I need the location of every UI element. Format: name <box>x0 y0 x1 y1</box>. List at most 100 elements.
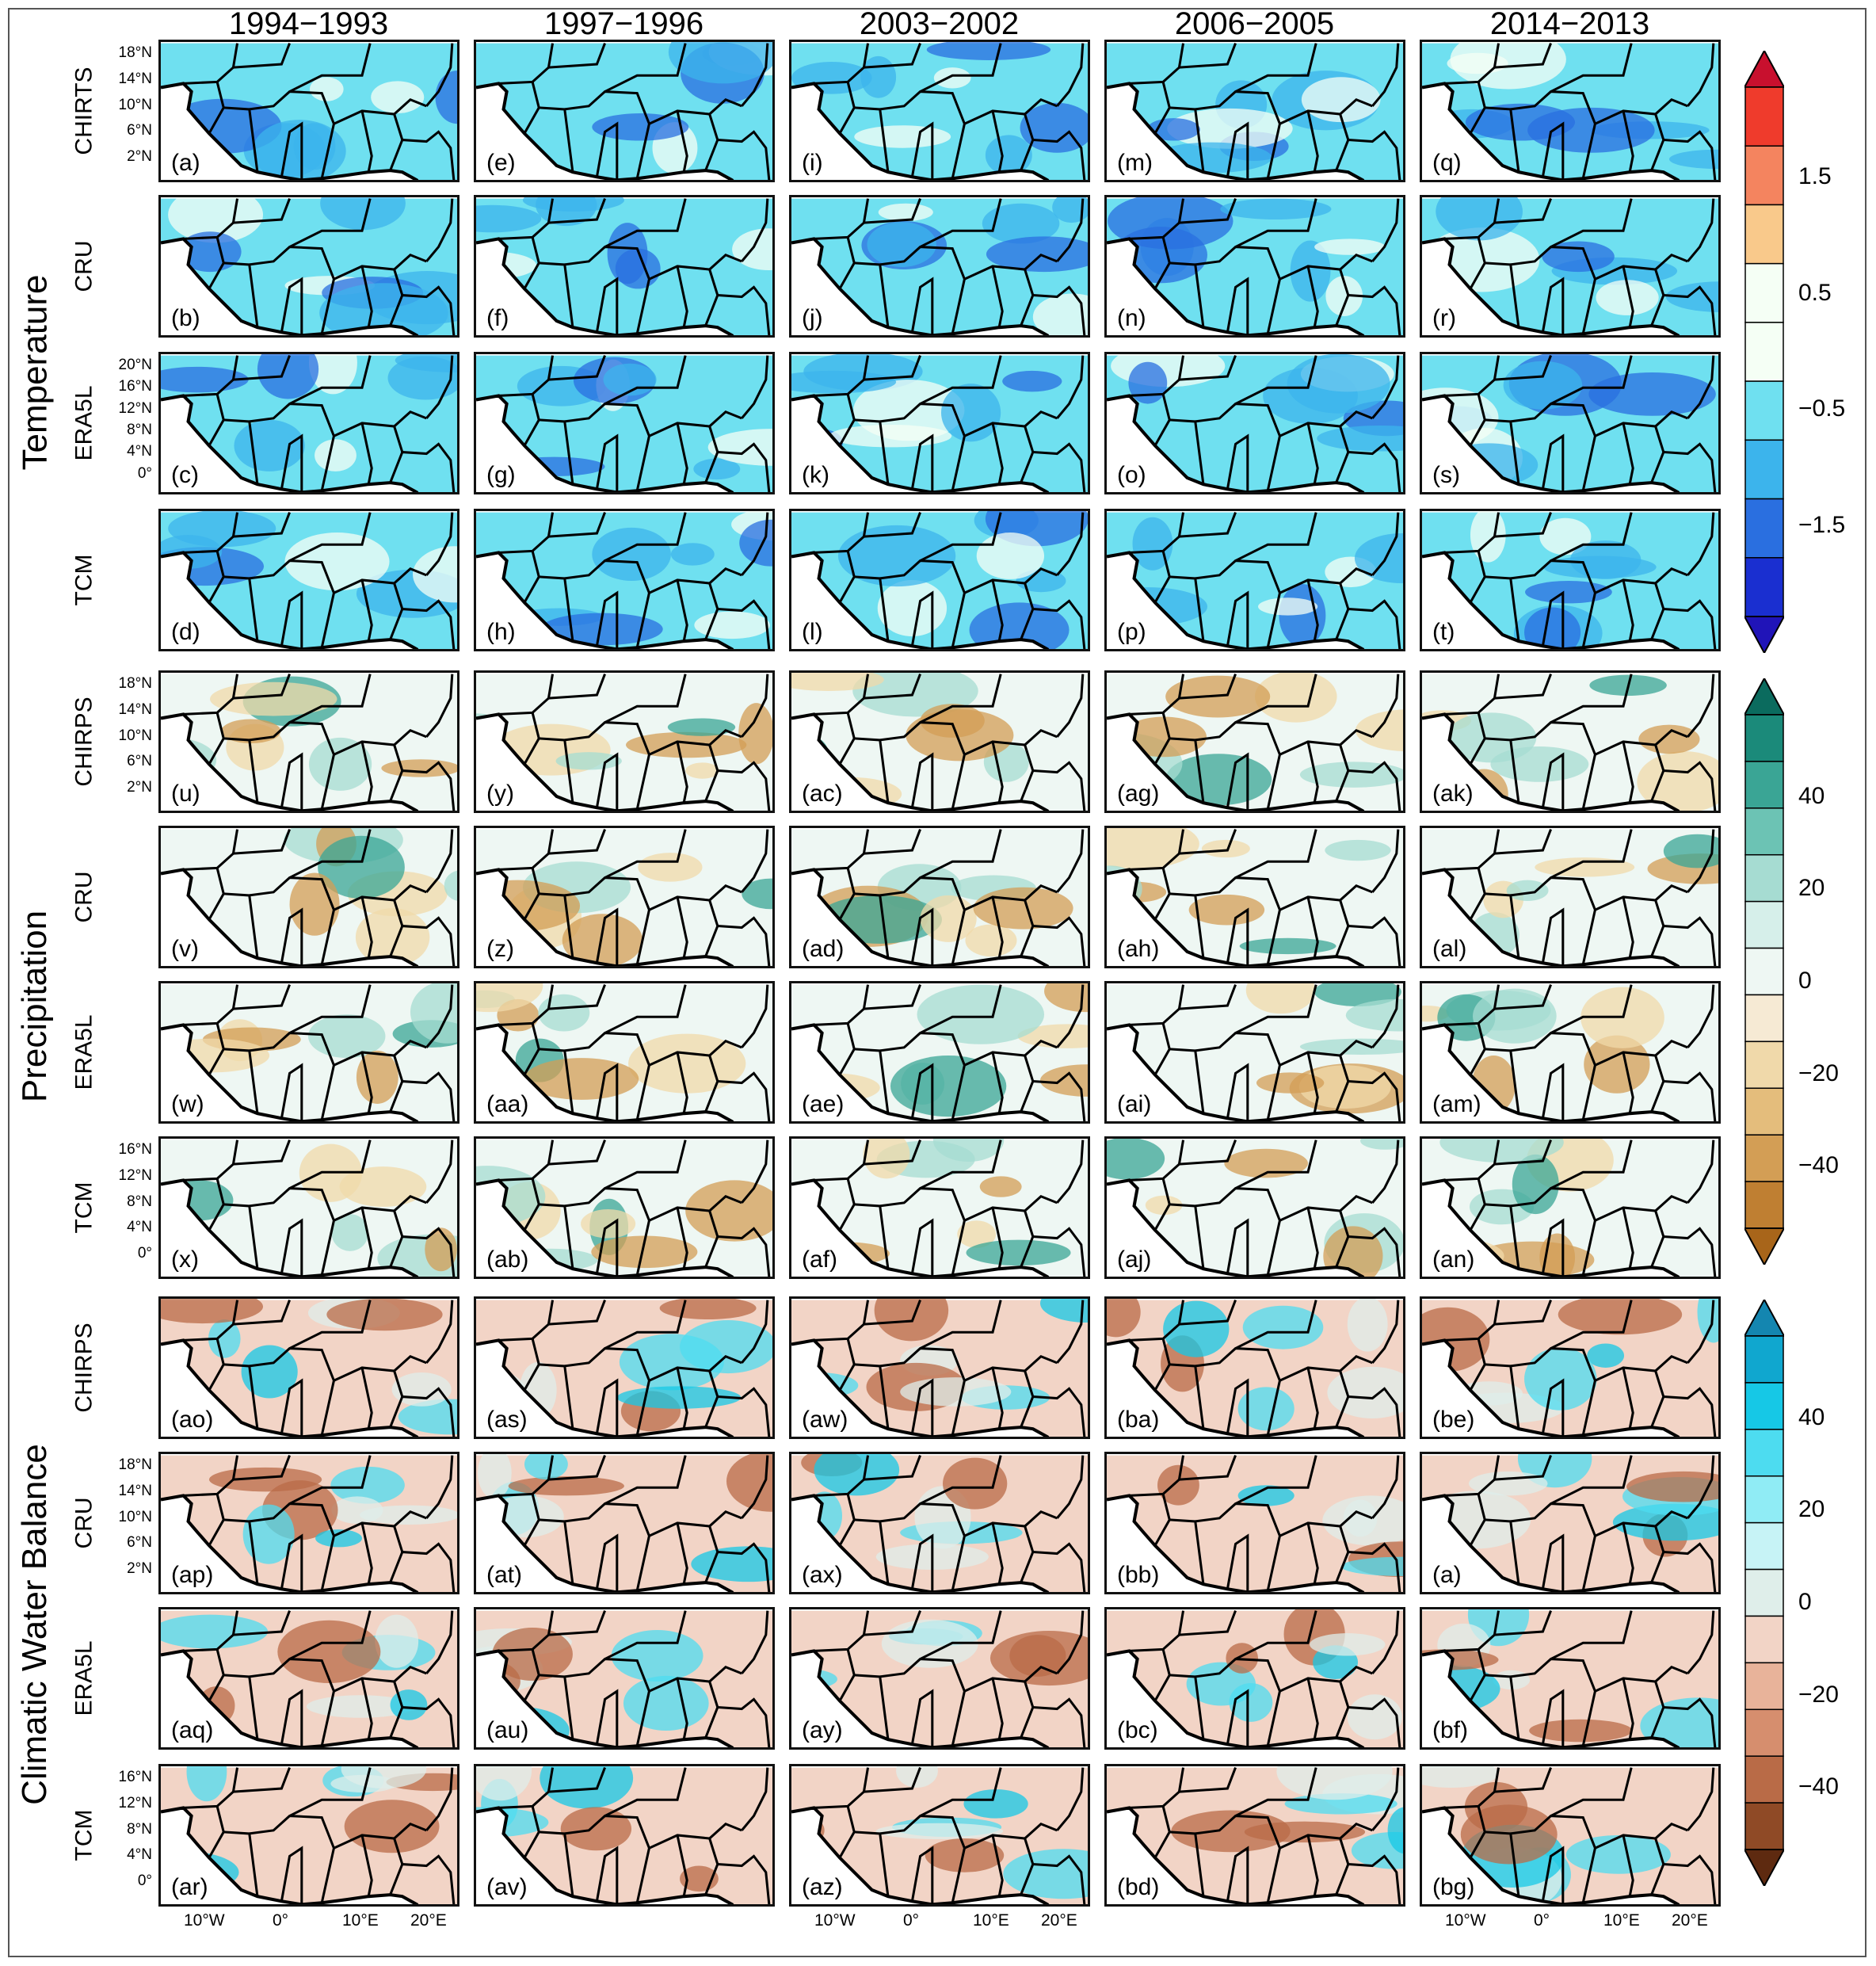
anomaly-patch <box>425 1227 457 1272</box>
country-border <box>233 355 291 381</box>
map-svg <box>791 1139 1088 1277</box>
country-border <box>1306 1052 1319 1114</box>
anomaly-patch <box>829 424 952 448</box>
country-border <box>717 761 771 811</box>
anomaly-patch <box>680 1320 772 1374</box>
country-border <box>864 1300 921 1326</box>
colorbar-segment <box>1744 498 1784 559</box>
country-border <box>1550 355 1633 405</box>
country-border <box>704 113 719 171</box>
map-panel: (m) <box>1104 40 1405 182</box>
longitude-label: 10°E <box>342 1911 379 1930</box>
country-border <box>1169 106 1205 173</box>
anomaly-patch <box>1039 1299 1088 1323</box>
anomaly-patch <box>168 197 264 243</box>
anomaly-patch <box>906 709 1014 762</box>
coastline <box>791 1023 1050 1121</box>
row-label: TCM <box>70 1809 97 1861</box>
anomaly-patch <box>976 533 1045 579</box>
country-border <box>1550 674 1633 723</box>
country-border <box>717 130 771 180</box>
country-border <box>879 1815 967 1903</box>
country-border <box>1179 43 1237 69</box>
country-border <box>1032 1387 1086 1437</box>
country-border <box>539 737 574 804</box>
country-border <box>249 90 336 179</box>
country-border <box>741 829 769 893</box>
country-border <box>425 43 454 107</box>
country-border <box>741 674 769 738</box>
panel-tag: (an) <box>1430 1246 1478 1273</box>
anomaly-patch <box>611 1629 704 1682</box>
country-border <box>360 1678 373 1740</box>
map-svg <box>161 197 457 335</box>
country-border <box>1195 1347 1282 1436</box>
ocean-area <box>161 714 417 811</box>
panel-tag: (a) <box>1430 1562 1464 1589</box>
anomaly-patch <box>252 120 346 180</box>
country-border <box>1056 1455 1085 1519</box>
country-border <box>280 590 303 649</box>
country-border <box>648 1194 742 1222</box>
anomaly-patch <box>326 1299 443 1331</box>
anomaly-patch <box>1436 197 1523 241</box>
country-border <box>249 1347 336 1436</box>
country-border <box>1371 1610 1400 1674</box>
ocean-area <box>1107 1495 1363 1592</box>
country-border <box>1226 590 1249 649</box>
country-border <box>389 1838 404 1895</box>
country-border <box>1056 829 1085 893</box>
latitude-label: 8°N <box>127 1820 152 1838</box>
colorbar-segment <box>1744 807 1784 856</box>
colorbar-svg <box>1743 1297 1786 1888</box>
country-border <box>910 752 934 811</box>
anomaly-patch <box>1107 1299 1141 1338</box>
country-border <box>360 1522 373 1585</box>
country-border <box>1485 892 1520 959</box>
colorbar-bottom-arrow <box>1743 1227 1786 1267</box>
country-border <box>1510 559 1597 648</box>
country-border <box>548 512 606 538</box>
map-panel: (p) <box>1104 509 1405 651</box>
map-svg <box>791 673 1088 811</box>
country-border <box>1485 1203 1520 1269</box>
colorbar-segment <box>1744 714 1784 762</box>
anomaly-patch <box>476 204 542 233</box>
country-border <box>1226 1846 1249 1904</box>
country-border <box>1348 1387 1401 1437</box>
country-border <box>288 1300 372 1349</box>
ocean-area <box>1422 1495 1678 1592</box>
country-border <box>360 1052 373 1114</box>
row-label: CRU <box>71 240 97 292</box>
country-border <box>1687 1300 1715 1364</box>
anomaly-patch <box>540 1766 634 1809</box>
coastline <box>1107 1338 1365 1437</box>
ocean-area <box>161 1651 417 1747</box>
anomaly-patch <box>1242 1305 1324 1349</box>
country-border <box>1129 1140 1185 1182</box>
country-border <box>1306 1367 1319 1430</box>
map-panel: (ad) <box>789 826 1090 968</box>
panel-tag: (q) <box>1430 150 1464 177</box>
panel-tag: (h) <box>484 619 518 646</box>
country-border <box>704 899 719 957</box>
country-border <box>879 1347 967 1436</box>
country-border <box>595 1846 619 1904</box>
map-panel: (d) <box>158 509 459 651</box>
country-border <box>1510 721 1597 810</box>
country-border <box>676 422 688 485</box>
map-panel: (a) <box>158 40 459 182</box>
country-border <box>1129 1767 1185 1809</box>
country-border <box>1306 110 1319 173</box>
colorbar-segment <box>1744 761 1784 809</box>
panel-tag: (be) <box>1430 1407 1478 1433</box>
country-border <box>1032 285 1086 335</box>
row-label: CHIRPS <box>71 697 97 787</box>
country-border <box>854 575 890 642</box>
country-border <box>548 355 606 381</box>
anomaly-patch <box>1340 1556 1403 1577</box>
anomaly-patch <box>667 718 736 736</box>
panel-tag: (w) <box>169 1091 207 1118</box>
map-svg <box>791 983 1088 1121</box>
country-border <box>919 1300 1002 1349</box>
